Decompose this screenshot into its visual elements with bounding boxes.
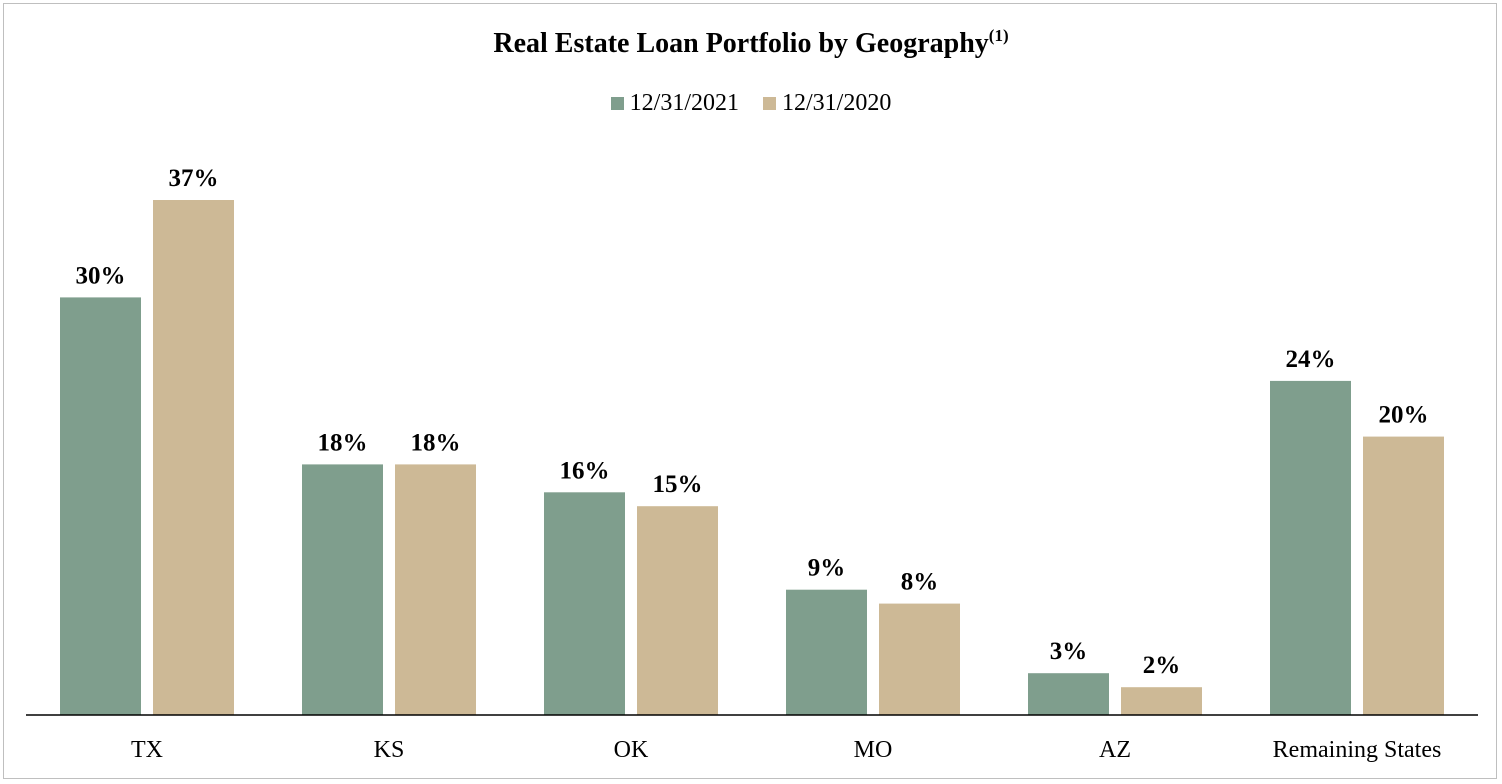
legend-swatch-series-1 <box>610 97 624 110</box>
bar-remaining-states-series-2 <box>1363 436 1444 715</box>
x-tick-label-ks: KS <box>374 737 405 763</box>
bar-tx-series-2 <box>153 200 234 715</box>
bar-tx-series-1 <box>60 297 141 715</box>
chart-frame <box>3 3 1497 779</box>
bar-remaining-states-series-1 <box>1270 380 1351 715</box>
chart-title: Real Estate Loan Portfolio by Geography(… <box>0 26 1502 60</box>
chart-title-footnote: (1) <box>988 26 1009 45</box>
data-label-ks-series-1: 18% <box>318 429 368 456</box>
data-label-mo-series-1: 9% <box>808 555 846 582</box>
bar-ks-series-2 <box>395 464 476 715</box>
legend-item-series-1: 12/31/2021 <box>610 90 739 117</box>
legend-label-series-1: 12/31/2021 <box>629 90 739 116</box>
legend-swatch-series-2 <box>763 97 776 110</box>
bar-ok-series-2 <box>637 506 718 715</box>
data-label-remaining-states-series-2: 20% <box>1379 402 1429 429</box>
chart-legend: 12/31/2021 12/31/2020 <box>0 90 1502 117</box>
bar-mo-series-2 <box>879 603 960 715</box>
data-label-ks-series-2: 18% <box>411 429 461 456</box>
data-label-tx-series-1: 30% <box>76 262 126 289</box>
chart-title-text: Real Estate Loan Portfolio by Geography <box>493 28 989 59</box>
bar-az-series-2 <box>1121 687 1202 715</box>
legend-label-series-2: 12/31/2020 <box>782 90 892 116</box>
bar-ks-series-1 <box>302 464 383 715</box>
data-label-az-series-1: 3% <box>1050 638 1088 665</box>
data-label-mo-series-2: 8% <box>901 569 939 596</box>
legend-item-series-2: 12/31/2020 <box>763 90 891 117</box>
data-label-remaining-states-series-1: 24% <box>1286 346 1336 373</box>
data-label-ok-series-1: 16% <box>560 457 610 484</box>
x-tick-label-az: AZ <box>1099 737 1131 763</box>
x-tick-label-ok: OK <box>614 737 649 763</box>
x-tick-label-remaining-states: Remaining States <box>1273 737 1442 763</box>
x-tick-label-mo: MO <box>854 737 893 763</box>
x-tick-label-tx: TX <box>131 737 163 763</box>
bar-az-series-1 <box>1028 673 1109 715</box>
data-label-az-series-2: 2% <box>1143 652 1181 679</box>
data-label-tx-series-2: 37% <box>169 165 219 192</box>
bar-mo-series-1 <box>786 589 867 715</box>
data-label-ok-series-2: 15% <box>653 471 703 498</box>
bar-ok-series-1 <box>544 492 625 715</box>
